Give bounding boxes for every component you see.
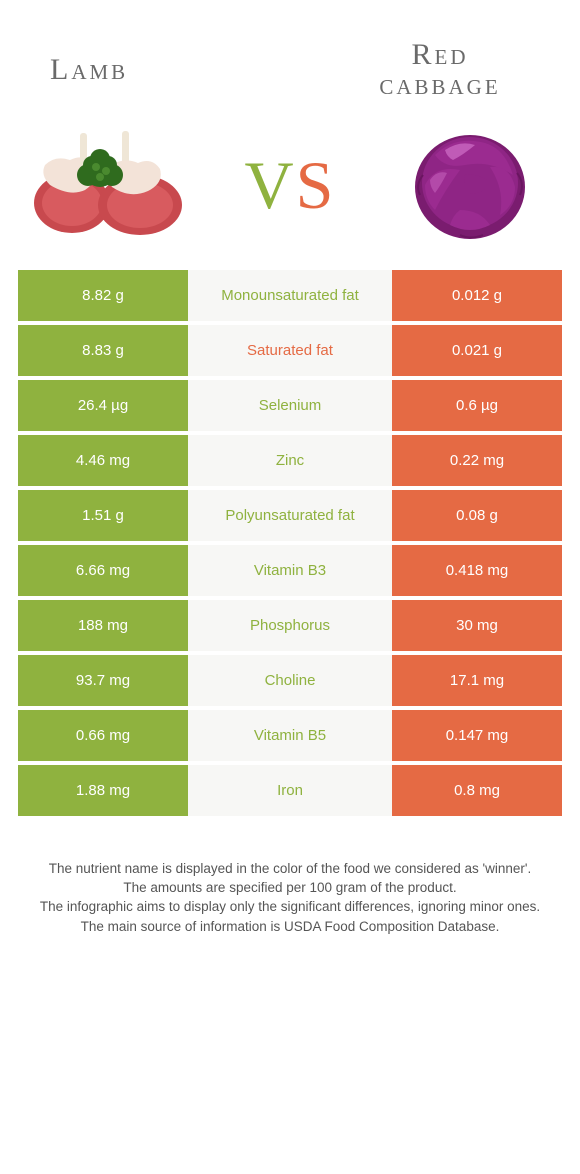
footer-notes: The nutrient name is displayed in the co… [0, 820, 580, 936]
right-value: 30 mg [392, 600, 562, 651]
footer-line-2: The amounts are specified per 100 gram o… [30, 879, 550, 897]
title-cabbage: cabbage [379, 68, 500, 101]
table-row: 26.4 µgSelenium0.6 µg [18, 380, 562, 431]
left-value: 1.88 mg [18, 765, 188, 816]
title-red: Red [411, 38, 468, 71]
right-value: 0.012 g [392, 270, 562, 321]
right-value: 0.8 mg [392, 765, 562, 816]
table-row: 6.66 mgVitamin B30.418 mg [18, 545, 562, 596]
nutrient-name: Saturated fat [188, 325, 392, 376]
left-value: 4.46 mg [18, 435, 188, 486]
cabbage-image [390, 125, 550, 245]
nutrient-name: Polyunsaturated fat [188, 490, 392, 541]
left-value: 93.7 mg [18, 655, 188, 706]
left-value: 8.82 g [18, 270, 188, 321]
nutrient-name: Monounsaturated fat [188, 270, 392, 321]
right-value: 0.418 mg [392, 545, 562, 596]
nutrient-table: 8.82 gMonounsaturated fat0.012 g8.83 gSa… [0, 270, 580, 816]
table-row: 1.88 mgIron0.8 mg [18, 765, 562, 816]
right-value: 0.147 mg [392, 710, 562, 761]
vs-label: VS [245, 146, 336, 225]
right-value: 0.6 µg [392, 380, 562, 431]
nutrient-name: Iron [188, 765, 392, 816]
footer-line-3: The infographic aims to display only the… [30, 898, 550, 916]
left-value: 1.51 g [18, 490, 188, 541]
nutrient-name: Vitamin B5 [188, 710, 392, 761]
table-row: 1.51 gPolyunsaturated fat0.08 g [18, 490, 562, 541]
footer-line-4: The main source of information is USDA F… [30, 918, 550, 936]
table-row: 0.66 mgVitamin B50.147 mg [18, 710, 562, 761]
right-value: 0.22 mg [392, 435, 562, 486]
right-value: 0.021 g [392, 325, 562, 376]
vs-s: S [296, 147, 336, 223]
lamb-image [30, 125, 190, 245]
table-row: 93.7 mgCholine17.1 mg [18, 655, 562, 706]
images-row: VS [0, 115, 580, 270]
nutrient-name: Zinc [188, 435, 392, 486]
left-value: 26.4 µg [18, 380, 188, 431]
table-row: 188 mgPhosphorus30 mg [18, 600, 562, 651]
vs-v: V [245, 147, 296, 223]
left-value: 188 mg [18, 600, 188, 651]
table-row: 8.82 gMonounsaturated fat0.012 g [18, 270, 562, 321]
nutrient-name: Choline [188, 655, 392, 706]
cabbage-icon [405, 125, 535, 245]
nutrient-name: Selenium [188, 380, 392, 431]
left-value: 6.66 mg [18, 545, 188, 596]
footer-line-1: The nutrient name is displayed in the co… [30, 860, 550, 878]
lamb-icon [30, 125, 190, 245]
left-value: 0.66 mg [18, 710, 188, 761]
title-lamb: Lamb [30, 55, 230, 85]
left-value: 8.83 g [18, 325, 188, 376]
title-red-cabbage: Red cabbage [330, 40, 550, 100]
right-value: 17.1 mg [392, 655, 562, 706]
nutrient-name: Phosphorus [188, 600, 392, 651]
right-value: 0.08 g [392, 490, 562, 541]
table-row: 4.46 mgZinc0.22 mg [18, 435, 562, 486]
nutrient-name: Vitamin B3 [188, 545, 392, 596]
table-row: 8.83 gSaturated fat0.021 g [18, 325, 562, 376]
header: Lamb Red cabbage [0, 0, 580, 115]
